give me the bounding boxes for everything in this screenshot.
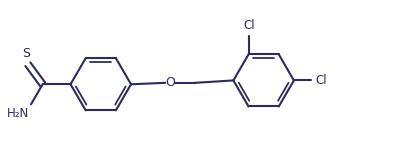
Text: Cl: Cl <box>244 19 255 32</box>
Text: H₂N: H₂N <box>7 107 29 120</box>
Text: S: S <box>22 47 30 60</box>
Text: O: O <box>165 76 175 89</box>
Text: Cl: Cl <box>315 74 327 87</box>
